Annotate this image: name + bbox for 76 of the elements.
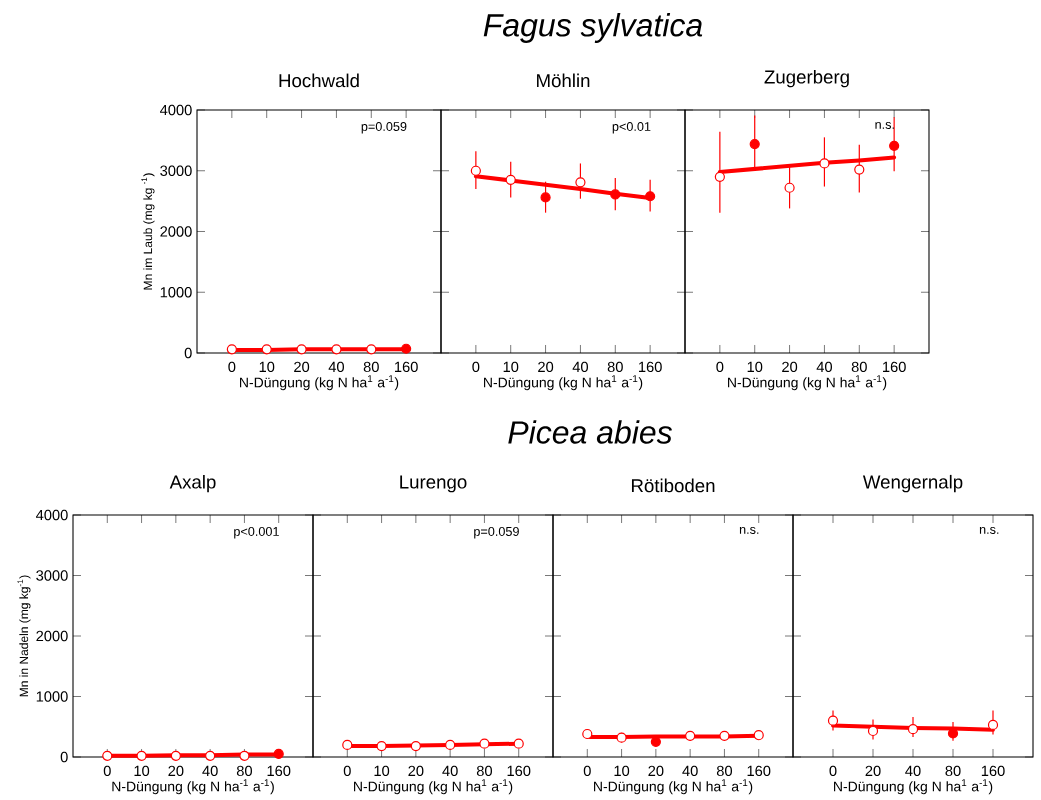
x-axis-title: N-Düngung (kg N ha$^{1}$ a$^{-1}$): [834, 779, 993, 795]
annotation: n.s.: [739, 526, 759, 534]
annotation: p<0.01: [612, 122, 651, 134]
x-axis-title: N-Düngung (kg N ha$^{1}$ a$^{-1}$): [594, 779, 753, 795]
x-axis-title: N-Düngung (kg N ha$^{-1}$ a$^{-1}$): [112, 779, 274, 795]
x-tick-label: 10: [503, 361, 519, 373]
x-tick-label: 10: [259, 361, 275, 373]
x-tick-label: 0: [716, 361, 724, 373]
x-tick-label: 10: [747, 361, 763, 373]
x-tick-label: 40: [442, 765, 458, 777]
chart-subtitle: Axalp: [169, 474, 216, 493]
x-tick-label: 80: [607, 361, 623, 373]
x-tick-label: 0: [829, 765, 837, 777]
x-tick-label: 10: [134, 765, 150, 777]
y-tick-label: 0: [60, 751, 68, 763]
y-tick-label: 3000: [160, 165, 192, 176]
x-axis-title: N-Düngung (kg N ha$^{1}$ a$^{-1}$): [728, 375, 887, 391]
x-tick-label: 80: [236, 765, 252, 777]
annotation: p=0.059: [361, 122, 407, 134]
x-tick-label: 20: [168, 765, 184, 777]
x-tick-label: 80: [363, 361, 379, 373]
x-tick-label: 20: [408, 765, 424, 777]
y-tick-label: 2000: [36, 630, 68, 642]
x-tick-label: 40: [202, 765, 218, 777]
x-tick-label: 40: [328, 361, 344, 373]
x-tick-label: 160: [267, 765, 291, 777]
x-tick-label: 10: [374, 765, 390, 777]
x-tick-label: 0: [103, 765, 111, 777]
x-tick-label: 160: [981, 765, 1005, 777]
chart-subtitle: Möhlin: [537, 73, 590, 88]
x-tick-label: 0: [583, 765, 591, 777]
x-tick-label: 40: [572, 361, 588, 373]
chart-subtitle: Zugerberg: [764, 69, 849, 88]
y-tick-label: 3000: [36, 570, 68, 581]
x-tick-label: 80: [945, 765, 961, 777]
x-tick-label: 0: [228, 361, 236, 373]
x-tick-label: 20: [648, 765, 664, 777]
x-tick-label: 0: [343, 765, 351, 777]
y-tick-label: 0: [184, 347, 192, 359]
x-tick-label: 20: [538, 361, 554, 373]
y-tick-label: 4000: [36, 509, 68, 521]
y-axis-title: Mn in Nadeln (mg kg$^{-1}$): [17, 575, 31, 697]
chart-subtitle: Rötiboden: [631, 478, 715, 493]
x-tick-label: 10: [614, 765, 630, 777]
x-axis-title: N-Düngung (kg N ha$^{1}$ a$^{-1}$): [240, 375, 399, 391]
chart-subtitle: Lurengo: [400, 475, 467, 493]
annotation: n.s.: [875, 122, 894, 129]
y-axis-title: Mn im Laub (mg kg $^{-1}$): [141, 173, 155, 290]
x-tick-label: 160: [507, 765, 531, 777]
y-tick-label: 2000: [160, 226, 192, 237]
x-tick-label: 20: [782, 361, 798, 373]
chart-title: Picea abies: [508, 420, 673, 444]
x-tick-label: 40: [816, 361, 832, 373]
x-tick-label: 80: [851, 361, 867, 373]
x-tick-label: 80: [716, 765, 732, 777]
x-tick-label: 40: [905, 765, 921, 777]
x-tick-label: 0: [472, 361, 480, 373]
annotation: p<0.001: [234, 526, 279, 539]
x-tick-label: 80: [476, 765, 492, 777]
x-tick-label: 160: [883, 361, 906, 373]
x-tick-label: 160: [639, 361, 662, 373]
annotation: p=0.059: [474, 526, 519, 539]
chart-title: Fagus sylvatica: [483, 13, 703, 43]
x-axis-title: N-Düngung (kg N ha$^{1}$ a$^{-1}$): [484, 375, 643, 391]
y-tick-label: 1000: [160, 287, 192, 298]
x-tick-label: 40: [682, 765, 698, 777]
x-tick-label: 20: [865, 765, 881, 777]
x-axis-title: N-Düngung (kg N ha$^{1}$ a$^{-1}$): [354, 779, 513, 795]
x-tick-label: 20: [294, 361, 310, 373]
x-tick-label: 160: [747, 765, 771, 777]
annotation: n.s.: [979, 526, 999, 534]
y-tick-label: 4000: [160, 104, 192, 116]
chart-subtitle: Wengernalp: [862, 474, 963, 493]
chart-subtitle: Hochwald: [279, 73, 359, 88]
x-tick-label: 160: [395, 361, 418, 373]
y-tick-label: 1000: [36, 691, 68, 702]
